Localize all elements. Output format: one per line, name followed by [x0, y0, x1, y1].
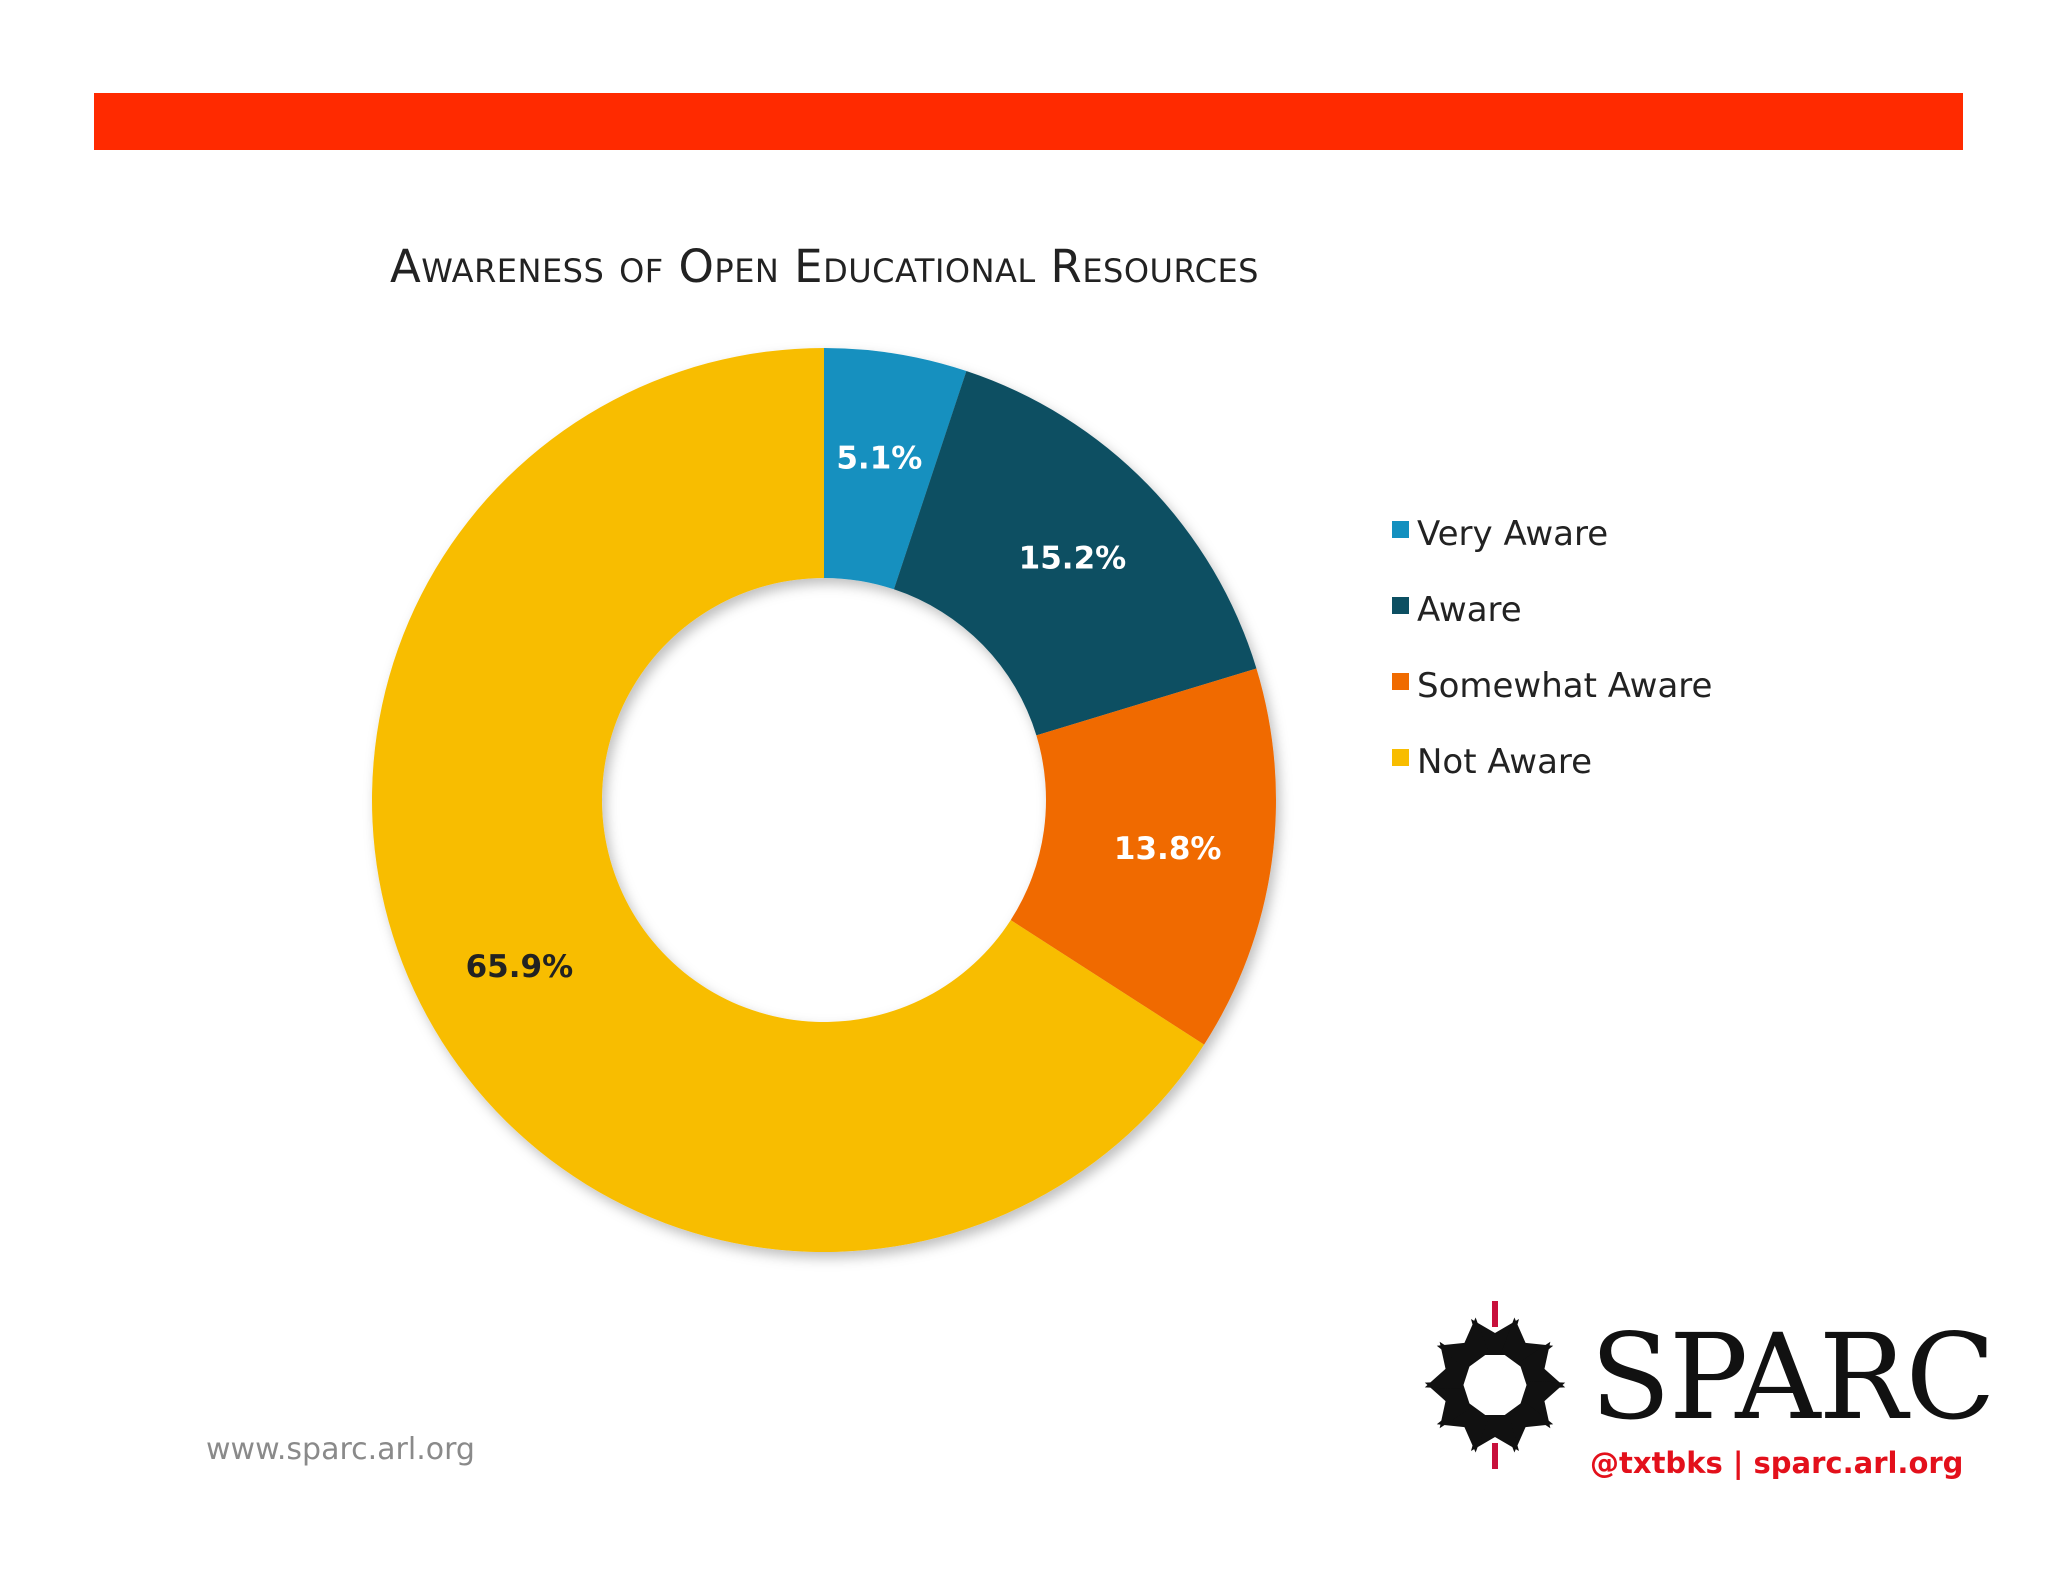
slice-not-aware [371, 348, 1205, 1253]
footer-url: www.sparc.arl.org [206, 1432, 475, 1467]
slice-label-somewhat-aware: 13.8% [1114, 831, 1222, 867]
slice-label-not-aware: 65.9% [466, 949, 574, 985]
chart-title: Awareness of Open Educational Resources [390, 240, 1259, 293]
slice-label-aware: 15.2% [1019, 541, 1127, 577]
legend-item-somewhat-aware: Somewhat Aware [1392, 648, 1712, 724]
legend-item-aware: Aware [1392, 572, 1712, 648]
header-banner [94, 93, 1963, 150]
legend-label: Not Aware [1417, 742, 1593, 782]
slice-somewhat-aware [1010, 668, 1276, 1045]
legend-swatch [1392, 748, 1409, 766]
legend-label: Very Aware [1417, 514, 1609, 554]
slice-very-aware [824, 348, 967, 590]
legend-item-not-aware: Not Aware [1392, 724, 1712, 800]
legend-swatch [1392, 596, 1409, 614]
sparc-logo-icon [1424, 1301, 1566, 1469]
logo-wordmark: SPARC [1590, 1308, 1996, 1446]
legend-item-very-aware: Very Aware [1392, 496, 1712, 572]
slice-aware [893, 371, 1257, 736]
logo-handle: @txtbks | sparc.arl.org [1590, 1446, 1964, 1480]
legend-label: Aware [1417, 590, 1522, 630]
chart-legend: Very Aware Aware Somewhat Aware Not Aware [1392, 496, 1712, 800]
slice-label-very-aware: 5.1% [836, 440, 922, 476]
legend-label: Somewhat Aware [1417, 666, 1713, 706]
legend-swatch [1392, 672, 1409, 690]
legend-swatch [1392, 520, 1409, 538]
